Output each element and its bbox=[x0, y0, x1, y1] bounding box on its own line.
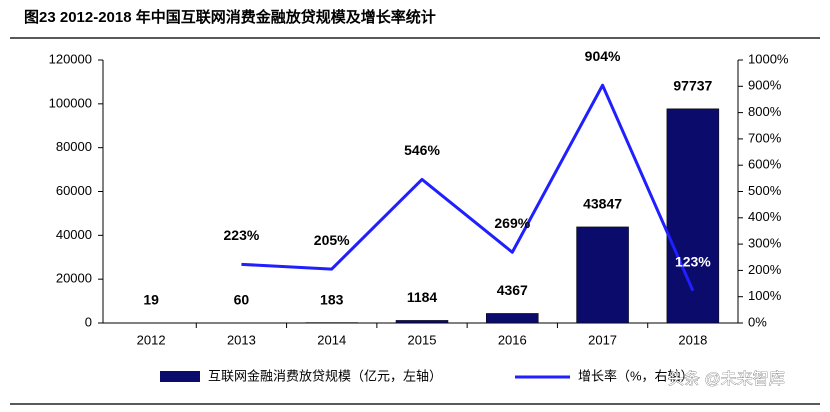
line-value-label: 223% bbox=[224, 227, 260, 243]
y2-tick-label: 700% bbox=[748, 130, 782, 145]
bar bbox=[486, 313, 538, 323]
bar-value-label: 43847 bbox=[583, 196, 622, 212]
x-tick-label: 2018 bbox=[678, 332, 707, 347]
bar bbox=[577, 227, 629, 323]
line-value-label: 546% bbox=[404, 142, 440, 158]
y-tick-label: 40000 bbox=[56, 227, 92, 242]
x-tick-label: 2013 bbox=[227, 332, 256, 347]
y-tick-label: 0 bbox=[85, 314, 92, 329]
bar-value-label: 1184 bbox=[407, 289, 438, 305]
legend-label: 互联网金融消费放贷规模（亿元，左轴） bbox=[208, 368, 442, 383]
y2-tick-label: 1000% bbox=[748, 51, 789, 66]
chart-title: 图23 2012-2018 年中国互联网消费金融放贷规模及增长率统计 bbox=[24, 8, 436, 26]
y2-tick-label: 800% bbox=[748, 104, 782, 119]
y2-tick-label: 0% bbox=[748, 314, 767, 329]
bar-value-label: 97737 bbox=[673, 77, 712, 93]
bar-value-label: 60 bbox=[234, 292, 250, 308]
x-tick-label: 2017 bbox=[588, 332, 617, 347]
bar-value-label: 19 bbox=[143, 292, 159, 308]
y-tick-label: 120000 bbox=[49, 51, 92, 66]
line-value-label: 904% bbox=[585, 48, 621, 64]
y2-tick-label: 600% bbox=[748, 157, 782, 172]
y2-tick-label: 200% bbox=[748, 262, 782, 277]
x-tick-label: 2015 bbox=[408, 332, 437, 347]
y-tick-label: 100000 bbox=[49, 95, 92, 110]
x-tick-label: 2014 bbox=[317, 332, 346, 347]
x-tick-label: 2012 bbox=[137, 332, 166, 347]
y2-tick-label: 400% bbox=[748, 209, 782, 224]
bar-value-label: 183 bbox=[320, 291, 344, 307]
watermark: 头条 @未来智库 bbox=[668, 370, 785, 388]
bar bbox=[667, 109, 719, 323]
bar-value-label: 4367 bbox=[497, 282, 528, 298]
line-value-label: 269% bbox=[494, 215, 530, 231]
y2-tick-label: 100% bbox=[748, 288, 782, 303]
y-tick-label: 60000 bbox=[56, 183, 92, 198]
y-tick-label: 80000 bbox=[56, 139, 92, 154]
line-value-label: 123% bbox=[675, 253, 711, 269]
x-tick-label: 2016 bbox=[498, 332, 527, 347]
bar bbox=[396, 320, 448, 323]
y2-tick-label: 900% bbox=[748, 78, 782, 93]
y-tick-label: 20000 bbox=[56, 271, 92, 286]
y2-tick-label: 500% bbox=[748, 183, 782, 198]
line-value-label: 205% bbox=[314, 232, 350, 248]
legend-swatch bbox=[160, 371, 200, 382]
y2-tick-label: 300% bbox=[748, 236, 782, 251]
